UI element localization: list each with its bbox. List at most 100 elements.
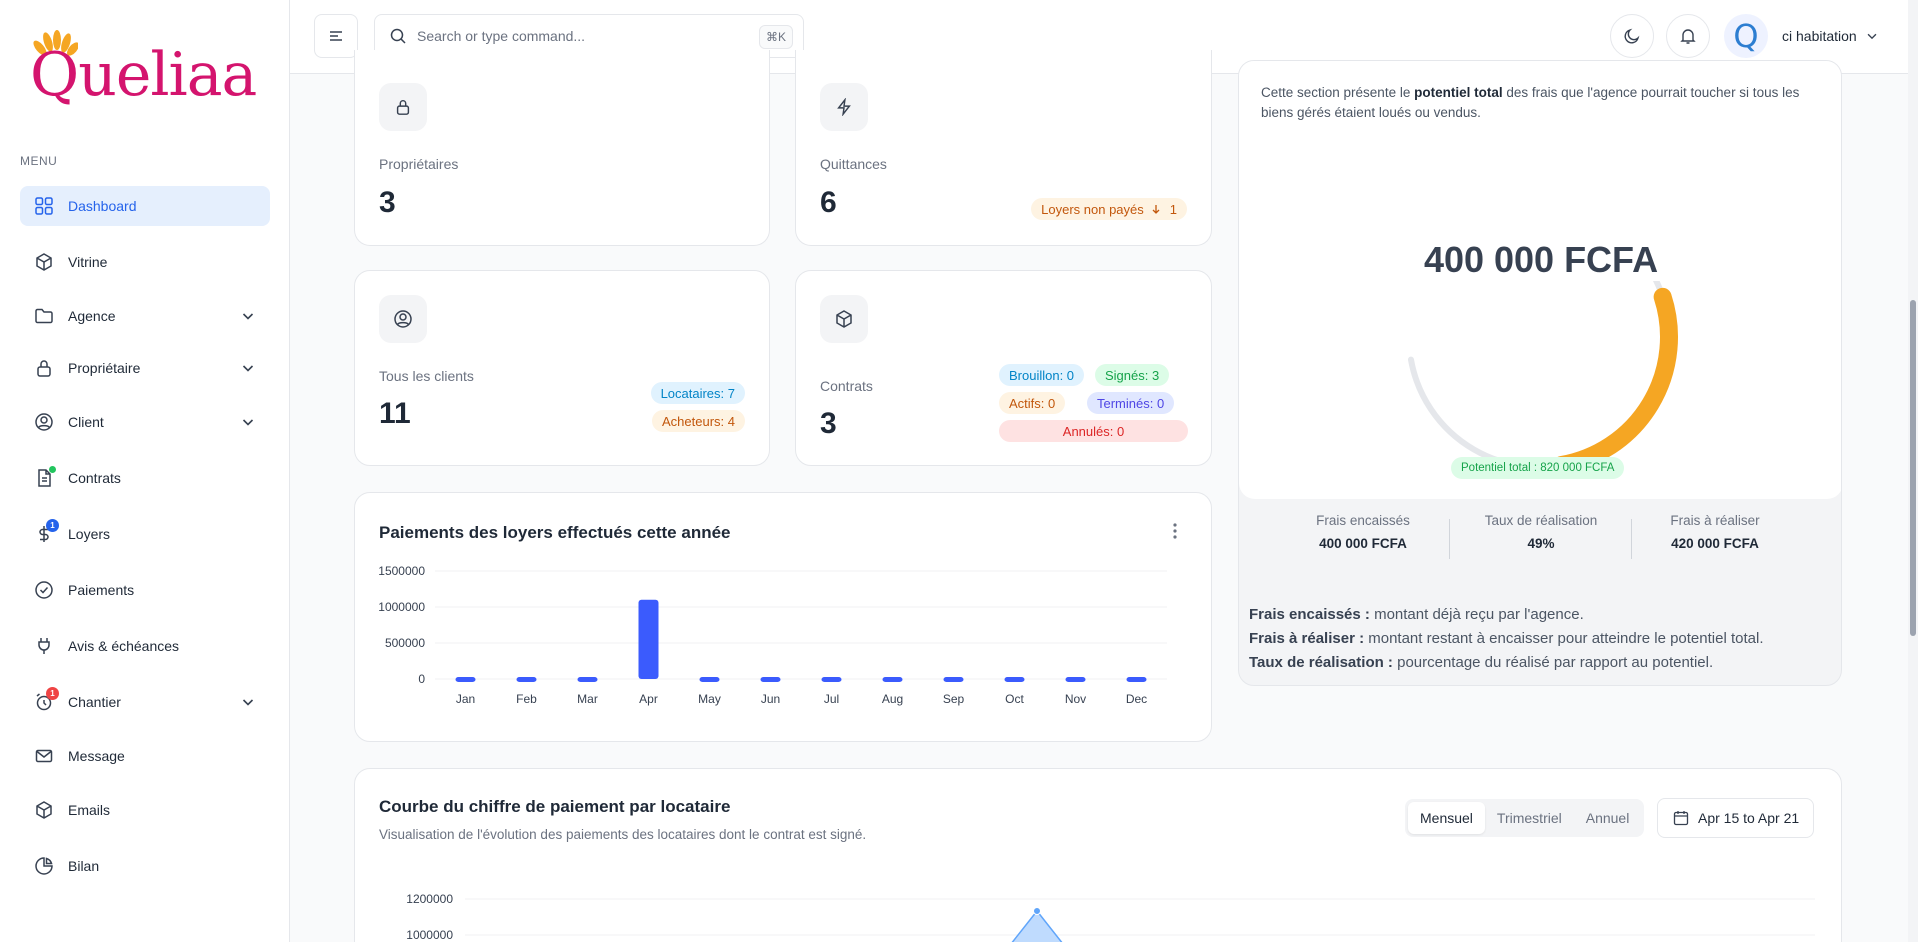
sidebar-item-dashboard[interactable]: Dashboard [20, 186, 270, 226]
scrollbar-thumb[interactable] [1910, 300, 1916, 636]
bar[interactable] [1126, 677, 1147, 682]
bar[interactable] [577, 677, 598, 682]
bar[interactable] [943, 677, 964, 682]
sidebar-item-label: Avis & échéances [68, 638, 180, 654]
sidebar-item-loyers[interactable]: 1 Loyers [20, 514, 270, 554]
sidebar-item-avis-echeances[interactable]: Avis & échéances [20, 626, 270, 666]
period-selector: Mensuel Trimestriel Annuel [1405, 799, 1645, 837]
gauge-progress [1552, 287, 1678, 471]
bar[interactable] [638, 599, 659, 679]
date-range-picker[interactable]: Apr 15 to Apr 21 [1657, 798, 1815, 838]
chart-subtitle: Visualisation de l'évolution des paiemen… [379, 827, 867, 842]
sidebar-item-label: Paiements [68, 582, 135, 598]
unpaid-rent-badge[interactable]: Loyers non payés 1 [1031, 198, 1187, 220]
stat-frais-a-realiser: Frais à réaliser 420 000 FCFA [1670, 513, 1760, 551]
sidebar-item-label: Dashboard [68, 198, 137, 214]
grid-icon [34, 196, 54, 216]
locataires-badge[interactable]: Locataires: 7 [650, 382, 745, 404]
chevron-down-icon [242, 365, 254, 372]
sidebar-item-label: Message [68, 748, 125, 764]
note-frais-encaisses: Frais encaissés : montant déjà reçu par … [1249, 606, 1584, 623]
data-point[interactable] [1033, 907, 1041, 915]
sidebar-item-message[interactable]: Message [20, 736, 270, 776]
brand-name: Queliaa [30, 40, 257, 110]
stat-card-contrats: Contrats 3 Brouillon: 0 Signés: 3 Actifs… [795, 270, 1212, 466]
dollar-icon: 1 [34, 519, 59, 544]
sidebar-item-chantier[interactable]: 1 Chantier [20, 682, 270, 722]
sidebar-item-label: Chantier [68, 694, 121, 710]
calendar-icon [1673, 811, 1689, 826]
bar[interactable] [821, 677, 842, 682]
stat-value: 3 [379, 186, 396, 219]
stat-value: 11 [379, 397, 411, 430]
x-tick-label: Mar [577, 692, 598, 706]
theme-toggle-button[interactable] [1610, 14, 1654, 58]
x-tick-label: Jun [761, 692, 780, 706]
signes-badge[interactable]: Signés: 3 [1095, 364, 1170, 386]
search-input[interactable] [417, 28, 737, 44]
sidebar-item-label: Agence [68, 308, 116, 324]
period-annuel[interactable]: Annuel [1585, 810, 1630, 826]
user-menu[interactable]: Q ci habitation [1724, 12, 1879, 60]
bar[interactable] [455, 677, 476, 682]
loyers-badge: 1 [46, 519, 59, 532]
acheteurs-badge[interactable]: Acheteurs: 4 [652, 410, 745, 432]
period-trimestriel[interactable]: Trimestriel [1496, 810, 1562, 826]
y-tick-label: 1000000 [406, 928, 453, 942]
user-name: ci habitation [1782, 28, 1857, 44]
termines-badge[interactable]: Terminés: 0 [1087, 392, 1175, 414]
potential-notes: Frais encaissés : montant déjà reçu par … [1249, 603, 1829, 675]
bar[interactable] [1004, 677, 1025, 682]
queliaa-logo[interactable]: Queliaa [28, 30, 258, 120]
period-mensuel[interactable]: Mensuel [1408, 802, 1485, 834]
x-tick-label: Aug [882, 692, 903, 706]
actifs-badge[interactable]: Actifs: 0 [999, 392, 1066, 414]
sidebar-item-vitrine[interactable]: Vitrine [20, 242, 270, 282]
divider [1631, 519, 1632, 559]
sidebar-toggle-button[interactable] [314, 14, 358, 58]
y-tick-label: 1500000 [378, 564, 425, 578]
area-series [1011, 909, 1063, 942]
divider [1449, 519, 1450, 559]
stat-card-proprietaires: Propriétaires 3 [354, 50, 770, 246]
x-tick-label: Apr [639, 692, 658, 706]
chevron-down-icon [242, 699, 254, 706]
lock-icon [34, 358, 54, 378]
x-tick-label: Nov [1065, 692, 1086, 706]
potential-fees-panel: Cette section présente le potentiel tota… [1239, 61, 1841, 499]
chantier-badge: 1 [46, 687, 59, 700]
x-tick-label: Jul [824, 692, 839, 706]
bar[interactable] [516, 677, 537, 682]
bar[interactable] [699, 677, 720, 682]
bar[interactable] [1065, 677, 1086, 682]
bar[interactable] [882, 677, 903, 682]
bar[interactable] [760, 677, 781, 682]
sidebar-item-agence[interactable]: Agence [20, 296, 270, 336]
sidebar-item-proprietaire[interactable]: Propriétaire [20, 348, 270, 388]
sidebar-item-label: Client [68, 414, 104, 430]
user-circle-icon [379, 295, 427, 343]
x-tick-label: Jan [456, 692, 475, 706]
sidebar-item-contrats[interactable]: Contrats [20, 458, 270, 498]
menu-label: MENU [20, 154, 58, 168]
tenant-area-chart: 1000000 1200000 [406, 892, 1815, 942]
page-scrollbar[interactable] [1908, 0, 1918, 942]
cube-icon [820, 295, 868, 343]
sidebar-item-label: Bilan [68, 858, 100, 874]
sidebar-item-paiements[interactable]: Paiements [20, 570, 270, 610]
sidebar-item-bilan[interactable]: Bilan [20, 846, 270, 886]
sidebar-item-emails[interactable]: Emails [20, 790, 270, 830]
annules-badge[interactable]: Annulés: 0 [999, 420, 1188, 442]
note-taux-realisation: Taux de réalisation : pourcentage du réa… [1249, 654, 1714, 671]
y-tick-label: 500000 [385, 636, 425, 650]
notification-dot [49, 466, 56, 473]
stat-card-clients: Tous les clients 11 Locataires: 7 Achete… [354, 270, 770, 466]
brouillon-badge[interactable]: Brouillon: 0 [999, 364, 1085, 386]
check-circle-icon [34, 580, 54, 600]
folder-icon [34, 306, 54, 326]
sidebar-item-client[interactable]: Client [20, 402, 270, 442]
notifications-button[interactable] [1666, 14, 1710, 58]
x-tick-label: Oct [1005, 692, 1024, 706]
more-vertical-icon[interactable] [1167, 521, 1183, 541]
alarm-icon: 1 [34, 687, 59, 712]
